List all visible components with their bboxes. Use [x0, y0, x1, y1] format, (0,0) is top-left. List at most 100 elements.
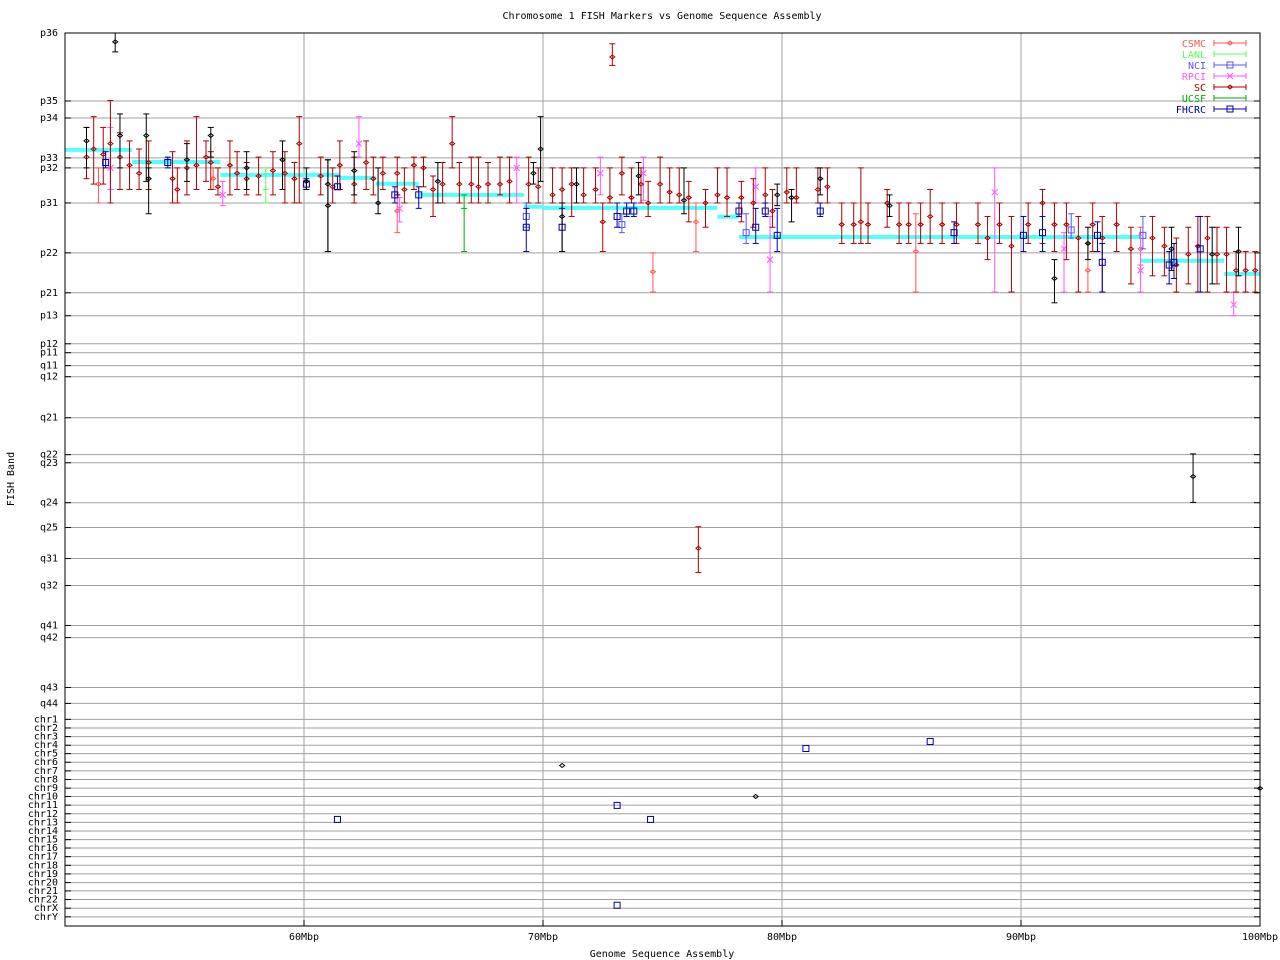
- csmc-data-point: [692, 202, 700, 253]
- axis-ticks: 60Mbp 70Mbp 80Mbp 90Mbp 100Mbpp36p35p34p33p3…: [28, 28, 1278, 943]
- sc-diamond-marker: [448, 140, 456, 147]
- nci-data-point: [1067, 213, 1075, 239]
- unlabeled-diamond-marker: [1168, 246, 1175, 252]
- unlabeled-diamond-marker: [1189, 473, 1197, 480]
- rpci-data-point: [355, 116, 363, 158]
- nci-square-marker: [1067, 226, 1075, 234]
- x-tick-label: 100Mbp: [1242, 932, 1278, 943]
- legend-nci-square-marker: [1226, 61, 1234, 69]
- unlabeled-data-point: [1168, 226, 1175, 271]
- unlabeled-diamond-marker: [350, 167, 358, 174]
- unlabeled-diamond-marker: [324, 181, 332, 187]
- legend-label: UCSF: [1182, 94, 1206, 105]
- sc-diamond-marker: [714, 192, 721, 198]
- fhcrc-data-point: [752, 207, 760, 244]
- fhcrc-data-point: [102, 151, 110, 169]
- unlabeled-data-point: [207, 126, 215, 158]
- y-tick-label: p31: [40, 198, 58, 209]
- rpci-data-point: [1230, 291, 1238, 317]
- fhcrc-data-point: [1093, 221, 1101, 253]
- legend-rpci-x-marker: [1226, 72, 1234, 80]
- unlabeled-data-point: [83, 126, 90, 169]
- unlabeled-diamond-marker: [324, 203, 332, 209]
- sc-diamond-marker: [1089, 221, 1097, 228]
- sc-data-point: [628, 167, 635, 204]
- sc-data-point: [456, 161, 463, 204]
- sc-data-point: [850, 202, 858, 244]
- fhcrc-data-point: [950, 221, 958, 244]
- fhcrc-data-point: [1039, 215, 1047, 253]
- sc-diamond-marker: [850, 221, 858, 228]
- nci-square-marker: [618, 221, 626, 229]
- rpci-data-point: [991, 167, 999, 293]
- unlabeled-diamond-marker: [1256, 785, 1264, 792]
- y-tick-label: chr16: [28, 843, 58, 854]
- sc-diamond-marker: [905, 221, 912, 228]
- unlabeled-diamond-marker: [558, 762, 566, 769]
- unlabeled-diamond-marker: [243, 165, 250, 171]
- sc-data-point: [484, 161, 492, 204]
- y-tick-label: chr15: [28, 835, 58, 846]
- sc-data-point: [656, 156, 664, 204]
- sc-diamond-marker: [723, 194, 731, 201]
- unlabeled-data-point: [558, 762, 566, 769]
- y-tick-label: p35: [40, 96, 58, 107]
- sc-data-point: [329, 167, 336, 204]
- sc-diamond-marker: [783, 189, 791, 195]
- unlabeled-data-point: [558, 202, 566, 253]
- sc-diamond-marker: [169, 176, 176, 182]
- sc-data-point: [448, 116, 456, 169]
- sc-data-point: [255, 156, 262, 196]
- y-tick-label: chr4: [34, 740, 58, 751]
- fhcrc-data-point: [647, 815, 655, 823]
- sc-diamond-marker: [606, 194, 614, 201]
- fhcrc-data-point: [391, 186, 399, 204]
- sc-data-point: [135, 148, 143, 190]
- rpci-data-point: [396, 197, 403, 223]
- unlabeled-diamond-marker: [788, 194, 795, 201]
- sc-diamond-marker: [255, 173, 262, 179]
- unlabeled-data-point: [1051, 259, 1058, 304]
- fhcrc-data-point: [761, 202, 769, 217]
- sc-data-point: [838, 202, 846, 244]
- y-tick-label: chr21: [28, 886, 58, 897]
- sc-data-point: [1242, 251, 1249, 293]
- sc-diamond-marker: [1024, 221, 1032, 228]
- fhcrc-data-point: [613, 801, 621, 809]
- fhcrc-square-marker: [1196, 245, 1204, 253]
- sc-diamond-marker: [269, 167, 277, 174]
- sc-diamond-marker: [644, 200, 652, 206]
- y-tick-label: p22: [40, 248, 58, 259]
- sc-data-point: [1213, 226, 1221, 285]
- sc-data-point: [702, 188, 709, 228]
- sc-diamond-marker: [116, 154, 124, 160]
- sc-diamond-marker: [917, 221, 924, 228]
- unlabeled-diamond-marker: [1235, 248, 1242, 255]
- sc-data-point: [169, 151, 176, 204]
- y-tick-label: q32: [40, 581, 58, 592]
- sc-diamond-marker: [761, 192, 769, 198]
- sc-diamond-marker: [145, 159, 152, 166]
- fhcrc-square-marker: [761, 207, 769, 215]
- sc-data-point: [1184, 226, 1192, 285]
- rpci-x-marker: [219, 191, 227, 199]
- fhcrc-data-point: [630, 202, 638, 217]
- sc-data-point: [214, 167, 222, 196]
- fhcrc-square-marker: [1093, 231, 1101, 239]
- unlabeled-data-point: [635, 161, 642, 196]
- sc-data-point: [864, 202, 872, 244]
- sc-diamond-marker: [456, 181, 463, 187]
- sc-diamond-marker: [824, 184, 831, 190]
- sc-diamond-marker: [350, 181, 358, 187]
- sc-data-point: [783, 167, 791, 204]
- y-tick-label: chr5: [34, 749, 58, 760]
- grid: [65, 32, 1260, 926]
- y-tick-label: q22: [40, 450, 58, 461]
- sc-diamond-marker: [666, 189, 673, 195]
- rpci-data-point: [597, 156, 604, 196]
- sc-data-point: [317, 156, 325, 196]
- sc-data-point: [974, 202, 982, 244]
- rpci-data-point: [766, 215, 774, 293]
- x-tick-label: 70Mbp: [528, 932, 558, 943]
